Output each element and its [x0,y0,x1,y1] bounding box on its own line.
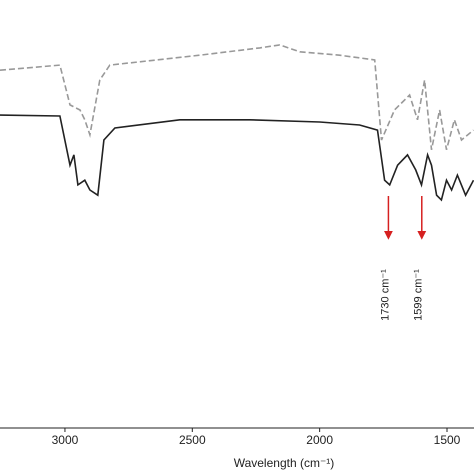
series-line [0,44,474,151]
x-axis-label: Wavelength (cm⁻¹) [234,456,335,470]
x-tick-label: 1500 [434,433,461,447]
x-tick-label: 2000 [306,433,333,447]
annotation-label: 1730 cm⁻¹ [379,269,391,321]
x-tick-label: 3000 [52,433,79,447]
series-line [0,114,474,202]
x-tick-label: 2500 [179,433,206,447]
annotation-label: 1599 cm⁻¹ [413,269,425,321]
